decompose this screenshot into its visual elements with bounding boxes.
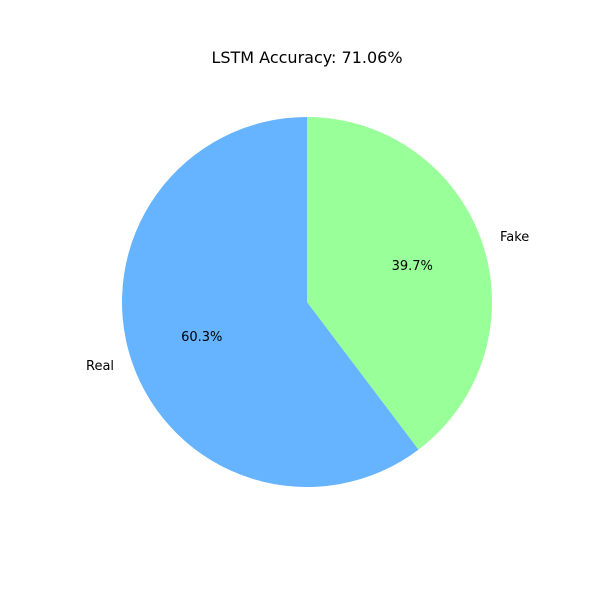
chart-title: LSTM Accuracy: 71.06% [211, 48, 403, 67]
pie-pct-label-fake: 39.7% [392, 259, 433, 274]
pie-slice-fake [307, 117, 493, 450]
pie-category-label-real: Real [86, 359, 114, 374]
pie-category-label-fake: Fake [500, 230, 529, 245]
pie-slice-real [122, 117, 419, 487]
pie-pct-label-real: 60.3% [181, 330, 222, 345]
